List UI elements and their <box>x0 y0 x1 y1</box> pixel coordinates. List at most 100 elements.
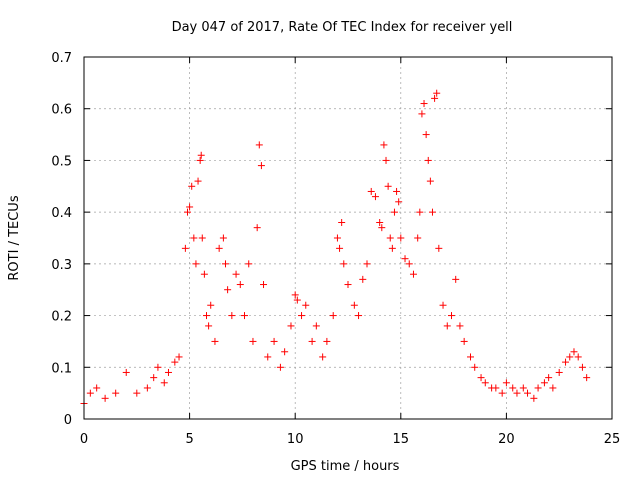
data-point <box>287 322 295 330</box>
data-point <box>319 353 327 361</box>
y-axis-label: ROTI / TECUs <box>7 195 22 280</box>
data-point <box>359 275 367 283</box>
data-point <box>371 193 379 201</box>
y-tick-label: 0.7 <box>51 51 72 66</box>
chart-title: Day 047 of 2017, Rate Of TEC Index for r… <box>172 20 513 35</box>
data-point <box>502 379 510 387</box>
data-point <box>183 208 191 216</box>
data-point <box>530 394 538 402</box>
data-point <box>202 312 210 320</box>
data-point <box>143 384 151 392</box>
data-point <box>524 389 532 397</box>
data-point <box>198 234 206 242</box>
data-point <box>211 337 219 345</box>
plot-frame <box>83 56 613 420</box>
data-point <box>578 363 586 371</box>
data-point <box>447 312 455 320</box>
data-point <box>513 389 521 397</box>
data-point <box>549 384 557 392</box>
data-point <box>255 141 263 149</box>
x-tick-label: 5 <box>185 432 193 447</box>
data-point <box>344 281 352 289</box>
x-axis-ticks: 0 5 10 15 20 25 <box>80 57 620 447</box>
y-axis-ticks: 0 0.1 0.2 0.3 0.4 0.5 0.6 0.7 <box>51 51 612 428</box>
data-point <box>336 244 344 252</box>
grid <box>84 57 612 419</box>
data-point <box>428 208 436 216</box>
data-point <box>308 337 316 345</box>
data-point <box>192 260 200 268</box>
data-point <box>466 353 474 361</box>
data-point <box>540 379 548 387</box>
data-point <box>418 110 426 118</box>
data-point <box>439 301 447 309</box>
data-point <box>545 374 553 382</box>
data-point <box>264 353 272 361</box>
data-point <box>257 162 265 170</box>
data-point <box>390 208 398 216</box>
data-point <box>460 337 468 345</box>
data-point <box>477 374 485 382</box>
data-point <box>291 291 299 299</box>
data-point <box>205 322 213 330</box>
data-point <box>382 156 390 164</box>
data-point <box>293 296 301 304</box>
data-point <box>414 234 422 242</box>
data-point <box>133 389 141 397</box>
data-point <box>164 368 172 376</box>
data-point <box>393 187 401 195</box>
data-point <box>196 156 204 164</box>
data-point <box>150 374 158 382</box>
data-point <box>194 177 202 185</box>
data-point <box>253 224 261 232</box>
y-tick-label: 0.6 <box>51 103 72 118</box>
data-point <box>422 131 430 139</box>
data-point <box>171 358 179 366</box>
data-point <box>245 260 253 268</box>
data-point <box>333 234 341 242</box>
data-point <box>160 379 168 387</box>
data-point <box>384 182 392 190</box>
data-point <box>562 358 570 366</box>
y-tick-label: 0.4 <box>51 206 72 221</box>
data-point <box>426 177 434 185</box>
x-tick-label: 20 <box>498 432 515 447</box>
data-point <box>555 368 563 376</box>
x-axis-label: GPS time / hours <box>291 459 400 474</box>
data-point <box>509 384 517 392</box>
data-point <box>401 255 409 263</box>
data-point <box>386 234 394 242</box>
data-point <box>112 389 120 397</box>
data-point <box>405 260 413 268</box>
data-point <box>232 270 240 278</box>
data-point <box>570 348 578 356</box>
data-points <box>80 89 591 407</box>
x-tick-label: 10 <box>287 432 304 447</box>
x-tick-label: 0 <box>80 432 88 447</box>
data-point <box>350 301 358 309</box>
data-point <box>329 312 337 320</box>
data-point <box>281 348 289 356</box>
data-point <box>175 353 183 361</box>
data-point <box>323 337 331 345</box>
data-point <box>420 100 428 108</box>
y-tick-label: 0.5 <box>51 154 72 169</box>
data-point <box>443 322 451 330</box>
data-point <box>519 384 527 392</box>
data-point <box>260 281 268 289</box>
data-point <box>435 244 443 252</box>
data-point <box>207 301 215 309</box>
data-point <box>338 218 346 226</box>
data-point <box>219 234 227 242</box>
data-point <box>566 353 574 361</box>
data-point <box>181 244 189 252</box>
data-point <box>395 198 403 206</box>
data-point <box>200 270 208 278</box>
data-point <box>215 244 223 252</box>
data-point <box>397 234 405 242</box>
data-point <box>492 384 500 392</box>
data-point <box>224 286 232 294</box>
data-point <box>276 363 284 371</box>
data-point <box>101 394 109 402</box>
